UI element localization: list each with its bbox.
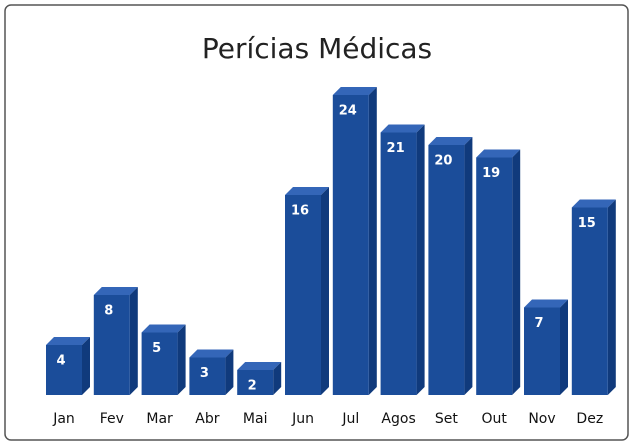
x-tick-label: Jul <box>341 411 359 427</box>
bar-top <box>285 187 329 195</box>
data-label: 5 <box>152 341 161 356</box>
bar-top <box>237 362 282 370</box>
bar <box>141 332 178 395</box>
bar-top <box>476 149 521 158</box>
bar-side <box>129 287 138 395</box>
bar-side <box>416 124 425 395</box>
bar <box>380 132 417 395</box>
bar <box>93 295 130 395</box>
x-tick-label: Mar <box>146 411 173 427</box>
bar-side <box>82 337 90 395</box>
bar-side <box>560 299 568 395</box>
x-tick-label: Abr <box>195 411 219 427</box>
bar-top <box>93 287 138 295</box>
x-tick-label: Fev <box>100 411 124 427</box>
data-label: 8 <box>104 304 113 319</box>
bar-top <box>189 349 234 358</box>
data-label: 4 <box>56 354 65 369</box>
bar-top <box>332 87 377 95</box>
bar <box>524 307 560 395</box>
bar-top <box>141 324 186 333</box>
data-label: 16 <box>291 204 309 219</box>
bar <box>571 207 608 395</box>
x-tick-label: Jan <box>52 411 75 427</box>
bar-side <box>225 349 234 395</box>
data-label: 3 <box>200 366 209 381</box>
x-tick-label: Agos <box>381 411 415 427</box>
data-label: 15 <box>578 216 596 231</box>
bar-top <box>428 137 473 145</box>
x-tick-label: Mai <box>243 411 268 427</box>
bar-side <box>607 199 616 395</box>
data-label: 7 <box>534 316 543 331</box>
bar <box>237 370 274 395</box>
bar <box>285 195 321 395</box>
bar <box>46 345 82 395</box>
data-label: 20 <box>434 154 452 169</box>
x-tick-label: Out <box>482 411 508 427</box>
bar-side <box>512 149 521 395</box>
bar-top <box>380 124 425 133</box>
bar <box>332 95 369 395</box>
x-tick-label: Set <box>435 411 459 427</box>
bar-side <box>177 324 186 395</box>
x-tick-label: Nov <box>528 411 555 427</box>
x-tick-label: Jun <box>291 411 314 427</box>
data-label: 19 <box>482 166 500 181</box>
bar <box>189 357 226 395</box>
bar <box>476 157 513 395</box>
x-tick-label: Dez <box>576 411 603 427</box>
bar-top <box>524 299 568 308</box>
bar-side <box>321 187 329 395</box>
bar-side <box>368 87 377 395</box>
data-label: 21 <box>387 141 405 156</box>
bar <box>428 145 465 395</box>
chart-title: Perícias Médicas <box>202 32 432 65</box>
bar-top <box>46 337 90 345</box>
bar-side <box>273 362 282 395</box>
data-label: 2 <box>248 379 257 394</box>
bar-top <box>571 199 616 208</box>
data-label: 24 <box>339 104 357 119</box>
bar-side <box>464 137 473 395</box>
